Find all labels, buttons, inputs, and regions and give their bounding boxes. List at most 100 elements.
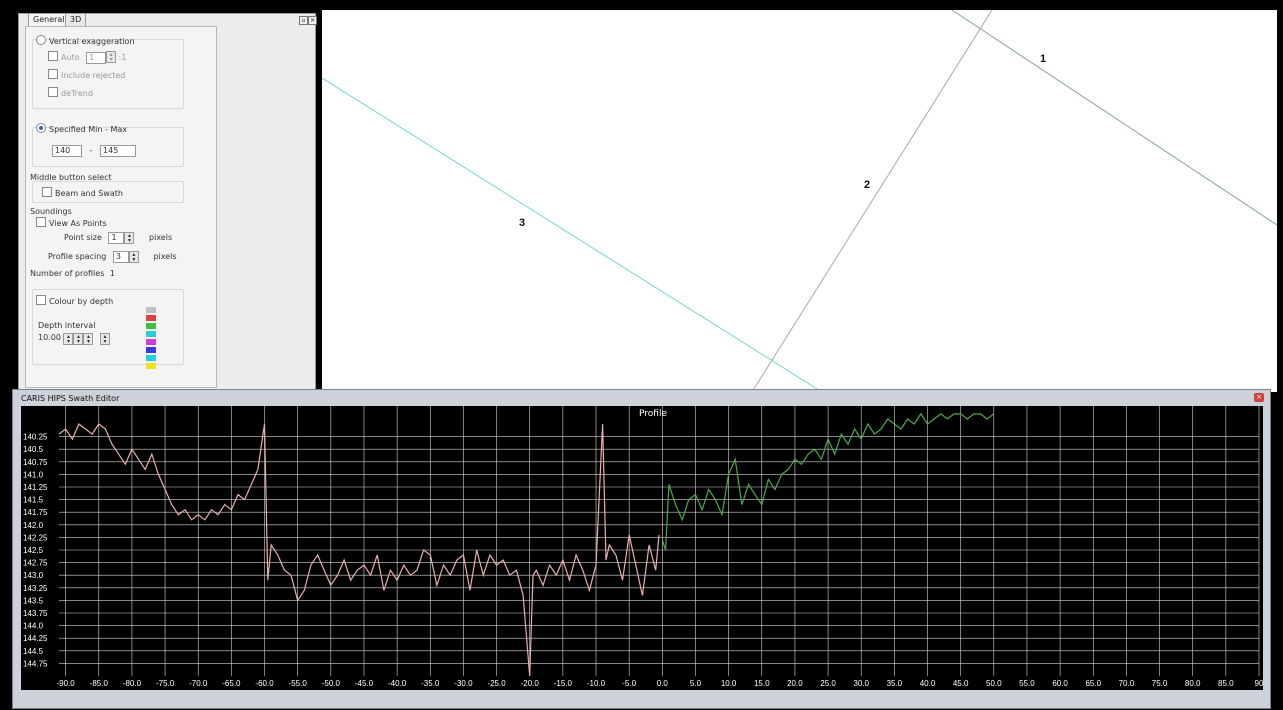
- view-as-points-row[interactable]: View As Points: [36, 217, 107, 229]
- close-icon[interactable]: ×: [1254, 393, 1264, 402]
- profile-plot[interactable]: 140.25 140.5 140.75 141.0 141.25 141.5 141.75 1…: [21, 406, 1263, 690]
- include-rejected-checkbox[interactable]: [48, 69, 58, 79]
- max-field[interactable]: 145: [99, 145, 136, 157]
- x-tick-label: -55.0: [289, 679, 308, 688]
- depth-colour-swatch: [146, 339, 156, 345]
- survey-line-3[interactable]: [322, 77, 823, 392]
- x-tick-label: -45.0: [355, 679, 374, 688]
- x-tick-label: 80.0: [1185, 679, 1201, 688]
- depth-colour-swatch: [146, 347, 156, 353]
- y-tick-label: 143.75: [23, 609, 48, 618]
- survey-line-2[interactable]: [751, 10, 993, 392]
- x-tick-label: 85.0: [1218, 679, 1234, 688]
- radio-selected-icon: [36, 123, 46, 133]
- ratio-suffix: :1: [118, 53, 127, 62]
- number-of-profiles-value: 1: [109, 269, 116, 278]
- profile-spacing-field[interactable]: 3: [112, 251, 129, 263]
- depth-colour-swatch: [146, 307, 156, 313]
- x-tick-label: 60.0: [1052, 679, 1068, 688]
- beam-and-swath-label: Beam and Swath: [55, 189, 123, 198]
- x-tick-label: 50.0: [986, 679, 1002, 688]
- depth-spinner-2[interactable]: ▴ ▾: [73, 333, 84, 345]
- y-tick-label: 143.0: [23, 571, 44, 580]
- depth-colour-swatch: [146, 315, 156, 321]
- include-rejected-label: Include rejected: [61, 71, 126, 80]
- x-tick-label: 25.0: [820, 679, 836, 688]
- auto-spinner[interactable]: ▴ ▾: [106, 51, 117, 63]
- y-tick-label: 140.5: [23, 445, 44, 454]
- x-tick-label: -15.0: [554, 679, 573, 688]
- tab-general[interactable]: General: [28, 13, 70, 26]
- profile-spacing-spinner[interactable]: ▴ ▾: [128, 251, 139, 263]
- specified-min-max-label: Specified Min - Max: [49, 125, 127, 134]
- profile-series-1: [58, 423, 660, 677]
- point-size-row: Point size 1 ▴ ▾ pixels: [64, 232, 172, 244]
- detrend-row[interactable]: deTrend: [48, 87, 93, 99]
- x-tick-label: 5.0: [690, 679, 702, 688]
- map-view[interactable]: 1 2 3: [322, 10, 1277, 392]
- depth-spinner-1[interactable]: ▴ ▾: [63, 333, 74, 345]
- number-of-profiles-label: Number of profiles: [30, 269, 105, 278]
- middle-button-group: [32, 181, 184, 203]
- vertical-exaggeration-group: [32, 39, 184, 109]
- depth-colour-swatch: [146, 363, 156, 369]
- min-field[interactable]: 140: [52, 145, 82, 157]
- auto-checkbox[interactable]: [48, 51, 58, 61]
- view-as-points-checkbox[interactable]: [36, 217, 46, 227]
- depth-interval-value[interactable]: 10.00: [38, 333, 61, 342]
- vertical-exaggeration-radio[interactable]: Vertical exaggeration: [36, 35, 135, 47]
- x-tick-label: -10.0: [587, 679, 606, 688]
- swath-editor-window: CARIS HIPS Swath Editor × 140.25 140.5 140…: [12, 389, 1271, 709]
- profile-chart-svg[interactable]: 140.25 140.5 140.75 141.0 141.25 141.5 141.75 1…: [21, 406, 1263, 690]
- profile-spacing-row: Profile spacing 3 ▴ ▾ pixels: [48, 251, 177, 263]
- auto-label: Auto: [61, 53, 80, 62]
- pixels-label-2: pixels: [153, 252, 177, 261]
- y-tick-label: 144.75: [23, 659, 48, 668]
- x-tick-label: -5.0: [622, 679, 636, 688]
- profile-series-2: [661, 412, 995, 551]
- point-size-spinner[interactable]: ▴ ▾: [124, 232, 135, 244]
- y-tick-label: 140.75: [23, 458, 48, 467]
- auto-value-field[interactable]: 1: [86, 52, 107, 64]
- x-tick-label: -20.0: [521, 679, 540, 688]
- x-tick-label: -60.0: [255, 679, 274, 688]
- range-dash: -: [89, 146, 93, 155]
- profile-spacing-label: Profile spacing: [48, 252, 107, 261]
- y-tick-label: 143.5: [23, 596, 44, 605]
- x-tick-label: -35.0: [421, 679, 440, 688]
- depth-colour-swatch: [146, 331, 156, 337]
- chart-title: Profile: [639, 409, 667, 419]
- beam-and-swath-row[interactable]: Beam and Swath: [42, 187, 123, 199]
- x-tick-label: -50.0: [322, 679, 341, 688]
- panel-close-icon[interactable]: ×: [308, 16, 317, 25]
- specified-min-max-radio[interactable]: Specified Min - Max: [36, 123, 127, 135]
- pin-icon[interactable]: ▫: [299, 16, 308, 25]
- y-tick-label: 141.5: [23, 496, 44, 505]
- y-tick-label: 142.75: [23, 559, 48, 568]
- x-tick-label: 70.0: [1119, 679, 1135, 688]
- beam-and-swath-checkbox[interactable]: [42, 187, 52, 197]
- x-tick-label: -85.0: [90, 679, 109, 688]
- colour-by-depth-checkbox[interactable]: [36, 295, 46, 305]
- x-tick-label: -25.0: [487, 679, 506, 688]
- y-tick-label: 144.0: [23, 622, 44, 631]
- depth-spinner-3[interactable]: ▴ ▾: [83, 333, 94, 345]
- colour-by-depth-row[interactable]: Colour by depth: [36, 295, 113, 307]
- left-border-strip: [0, 0, 12, 710]
- middle-button-select-label: Middle button select: [30, 173, 112, 182]
- x-tick-label: 75.0: [1152, 679, 1168, 688]
- detrend-checkbox[interactable]: [48, 87, 58, 97]
- include-rejected-row[interactable]: Include rejected: [48, 69, 125, 81]
- depth-spinner-4[interactable]: ▴ ▾: [100, 333, 110, 345]
- min-max-group: [32, 127, 184, 167]
- x-tick-label: 40.0: [920, 679, 936, 688]
- x-tick-label: 10.0: [721, 679, 737, 688]
- y-tick-label: 141.25: [23, 483, 48, 492]
- x-tick-label: -90.0: [57, 679, 76, 688]
- survey-line-1[interactable]: [951, 10, 1277, 226]
- number-of-profiles-row: Number of profiles 1: [30, 269, 115, 279]
- tab-3d[interactable]: 3D: [65, 13, 87, 26]
- x-tick-label: -30.0: [454, 679, 473, 688]
- depth-colour-swatch: [146, 323, 156, 329]
- point-size-field[interactable]: 1: [108, 232, 125, 244]
